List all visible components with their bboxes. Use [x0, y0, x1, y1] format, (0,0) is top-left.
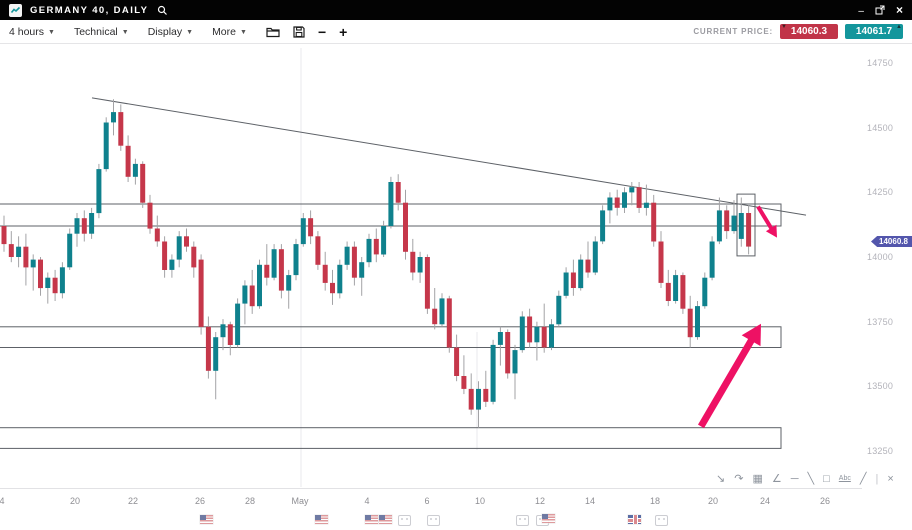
window-controls: – × — [858, 3, 903, 17]
descending-trendline — [91, 97, 807, 216]
y-tick-label: 13750 — [867, 317, 894, 327]
text-tool-icon[interactable]: Abc — [838, 475, 851, 482]
minus-icon: − — [317, 23, 327, 40]
zoom-out-button[interactable]: − — [317, 23, 327, 40]
support-zone — [0, 326, 782, 348]
plus-icon: + — [339, 23, 348, 40]
technical-label: Technical — [73, 25, 118, 38]
x-tick-label: 20 — [707, 496, 719, 506]
close-button[interactable]: × — [895, 3, 903, 17]
display-label: Display — [147, 25, 183, 38]
x-tick-label: May — [291, 496, 309, 506]
y-tick-label: 14750 — [867, 58, 894, 68]
grid-tool-icon[interactable]: ▦ — [752, 473, 763, 485]
rectangle-tool-icon[interactable]: □ — [823, 473, 830, 485]
trend-angle-tool-icon[interactable]: ∠ — [771, 473, 782, 485]
uk-flag-icon[interactable] — [628, 515, 641, 524]
x-tick-label: 22 — [127, 496, 139, 506]
us-flag-icon[interactable] — [365, 515, 378, 524]
y-tick-label: 14250 — [867, 187, 894, 197]
cursor-icon[interactable]: ↘ — [716, 473, 726, 485]
segment-tool-icon[interactable]: ╲ — [807, 473, 815, 485]
minimize-button[interactable]: – — [858, 6, 864, 17]
candlestick-series — [1, 99, 752, 428]
open-folder-icon[interactable] — [266, 26, 280, 38]
save-icon[interactable] — [293, 25, 305, 38]
lower-support-zone — [0, 427, 782, 449]
display-dropdown[interactable]: Display ▼ — [148, 26, 193, 38]
curve-tool-icon[interactable]: ↷ — [734, 473, 744, 485]
x-tick-label: 26 — [194, 496, 206, 506]
timeframe-label: 4 hours — [9, 25, 45, 38]
y-tick-label: 14000 — [867, 252, 894, 262]
page-title: GERMANY 40, DAILY — [30, 4, 149, 16]
sell-price-badge[interactable]: ▼ 14060.3 — [780, 24, 838, 39]
calendar-event-icon[interactable] — [427, 515, 440, 526]
time-axis-line — [0, 488, 862, 489]
sell-price-value: 14060.3 — [790, 26, 828, 37]
chevron-down-icon: ▼ — [240, 29, 247, 36]
more-dropdown[interactable]: More ▼ — [212, 26, 247, 38]
x-tick-label: 6 — [424, 496, 430, 506]
bounce-arrow — [697, 323, 761, 429]
buy-price-value: 14061.7 — [855, 26, 893, 37]
current-price-panel: CURRENT PRICE: ▼ 14060.3 ▲ 14061.7 — [693, 24, 903, 39]
current-price-label: CURRENT PRICE: — [693, 27, 773, 36]
chevron-down-icon: ▼ — [186, 29, 194, 36]
calendar-event-icon[interactable] — [655, 515, 668, 526]
up-tick-icon: ▲ — [896, 24, 902, 30]
x-tick-label: 14 — [584, 496, 596, 506]
popout-button[interactable] — [875, 4, 885, 16]
ray-tool-icon[interactable]: ╱ — [859, 473, 867, 485]
chevron-down-icon: ▼ — [121, 29, 129, 36]
calendar-event-icon[interactable] — [398, 515, 411, 526]
separator: | — [875, 473, 879, 485]
title-bar: GERMANY 40, DAILY – × — [0, 0, 912, 20]
y-tick-label: 13250 — [867, 446, 894, 456]
x-tick-label: 10 — [474, 496, 486, 506]
chevron-down-icon: ▼ — [48, 29, 55, 36]
chart-toolbar: 4 hours ▼ Technical ▼ Display ▼ More ▼ − + C… — [0, 20, 912, 44]
search-icon[interactable] — [157, 5, 168, 16]
y-tick-label: 13500 — [867, 381, 894, 391]
calendar-event-icon[interactable] — [516, 515, 529, 526]
x-tick-label: 26 — [819, 496, 831, 506]
current-price-tag: 14060.8 — [871, 236, 912, 247]
price-zones — [0, 203, 782, 449]
us-flag-icon[interactable] — [200, 515, 213, 524]
x-tick-label: 28 — [244, 496, 256, 506]
us-flag-icon[interactable] — [379, 515, 392, 524]
technical-dropdown[interactable]: Technical ▼ — [74, 26, 129, 38]
drawing-toolbar: ↘ ↷ ▦ ∠ ─ ╲ □ Abc ╱ | × — [716, 470, 894, 488]
close-drawbar[interactable]: × — [887, 473, 894, 485]
horizontal-line-tool-icon[interactable]: ─ — [790, 473, 799, 485]
highlight-box — [736, 193, 756, 257]
zoom-in-button[interactable]: + — [339, 23, 348, 40]
y-tick-label: 14500 — [867, 123, 894, 133]
x-tick-label: 18 — [649, 496, 661, 506]
x-tick-label: 12 — [534, 496, 546, 506]
x-tick-label: 4 — [0, 496, 5, 506]
us-flag-icon[interactable] — [315, 515, 328, 524]
x-tick-label: 24 — [759, 496, 771, 506]
buy-price-badge[interactable]: ▲ 14061.7 — [845, 24, 903, 39]
timeframe-dropdown[interactable]: 4 hours ▼ — [9, 26, 55, 38]
x-tick-label: 4 — [364, 496, 370, 506]
down-tick-icon: ▼ — [781, 24, 787, 30]
more-label: More — [212, 25, 236, 38]
x-tick-label: 20 — [69, 496, 81, 506]
app-logo-icon — [9, 3, 22, 17]
calendar-flag-icon[interactable] — [536, 514, 556, 526]
breakdown-arrow — [756, 205, 777, 238]
